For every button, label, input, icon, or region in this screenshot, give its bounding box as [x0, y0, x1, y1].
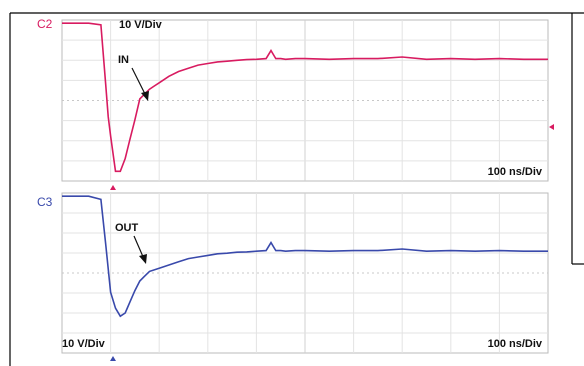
annotation-arrow-in	[131, 67, 147, 97]
annotation-arrowhead-out	[139, 254, 147, 264]
grid-c2	[62, 20, 548, 181]
trace-c3	[62, 195, 548, 318]
annotation-arrowhead-in	[141, 91, 149, 101]
trigger-marker-c3	[110, 356, 116, 361]
panel-c3: C3 10 V/Div 100 ns/Div OUT	[37, 192, 549, 361]
time-scale-label-c3: 100 ns/Div	[488, 338, 543, 350]
trace-c2	[62, 22, 548, 173]
trigger-marker-c2	[110, 185, 116, 190]
panel-c2: C2 10 V/Div 100 ns/Div IN	[37, 17, 554, 190]
annotation-label-out: OUT	[115, 222, 139, 234]
annotation-label-in: IN	[118, 54, 129, 66]
ground-marker-c2	[549, 124, 554, 130]
vertical-scale-label-c3: 10 V/Div	[62, 338, 106, 350]
vertical-scale-label-c2: 10 V/Div	[119, 19, 163, 31]
time-scale-label-c2: 100 ns/Div	[488, 166, 543, 178]
channel-label-c2: C2	[37, 17, 53, 31]
grid-c3	[62, 193, 548, 353]
channel-label-c3: C3	[37, 195, 53, 209]
